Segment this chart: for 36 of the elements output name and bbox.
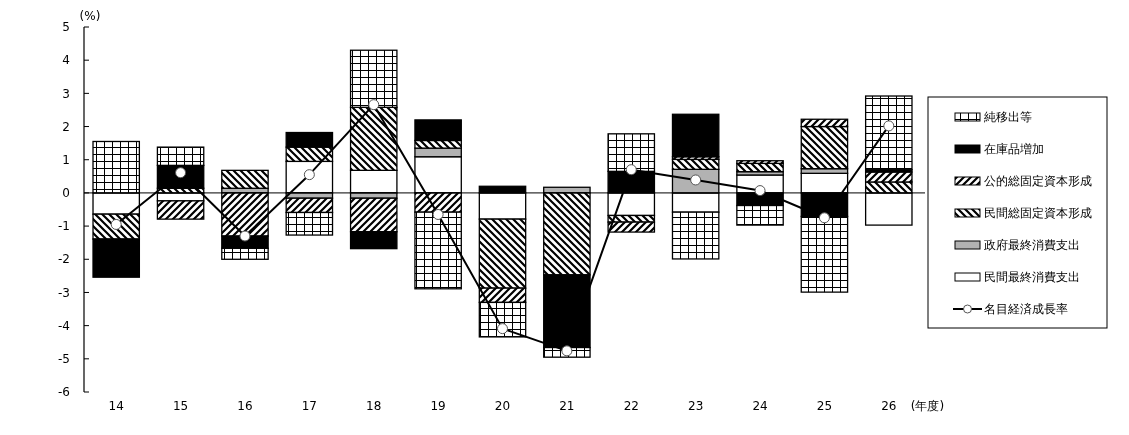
x-axis-title: (年度)	[910, 399, 945, 413]
legend-label: 在庫品増加	[984, 142, 1044, 157]
y-tick-label: 4	[62, 53, 70, 68]
x-tick-label: 24	[752, 399, 768, 413]
y-tick-label: -2	[58, 252, 70, 267]
legend-label: 民間最終消費支出	[984, 270, 1080, 285]
y-tick-label: 0	[62, 186, 70, 201]
legend-label: 純移出等	[984, 110, 1032, 125]
x-tick-label: 26	[881, 399, 897, 413]
bar	[671, 113, 720, 158]
x-tick-label: 20	[494, 399, 511, 413]
y-tick-label: -6	[58, 385, 70, 400]
legend-label: 政府最終消費支出	[984, 238, 1080, 253]
y-axis-title: (%)	[79, 9, 101, 23]
y-tick-label: -3	[58, 285, 70, 300]
x-tick-label: 22	[623, 399, 639, 413]
x-tick-label: 18	[366, 399, 382, 413]
y-tick-label: -5	[58, 352, 70, 367]
y-tick-label: -1	[58, 219, 70, 234]
y-tick-label: -4	[58, 318, 70, 333]
bar	[221, 169, 269, 189]
y-tick-label: 3	[62, 86, 70, 101]
legend-label: 民間総固定資本形成	[984, 206, 1092, 221]
x-tick-label: 21	[559, 399, 575, 413]
y-tick-label: 1	[62, 152, 70, 167]
x-tick-label: 16	[237, 399, 253, 413]
x-tick-label: 23	[688, 399, 704, 413]
legend-label: 公的総固定資本形成	[984, 174, 1092, 189]
legend-label: 名目経済成長率	[984, 302, 1068, 317]
x-tick-label: 14	[108, 399, 124, 413]
x-tick-label: 19	[430, 399, 446, 413]
y-tick-label: 5	[62, 20, 70, 35]
x-tick-label: 15	[172, 399, 189, 413]
x-tick-label: 17	[301, 399, 317, 413]
x-tick-label: 25	[816, 399, 833, 413]
y-tick-label: 2	[62, 119, 70, 134]
